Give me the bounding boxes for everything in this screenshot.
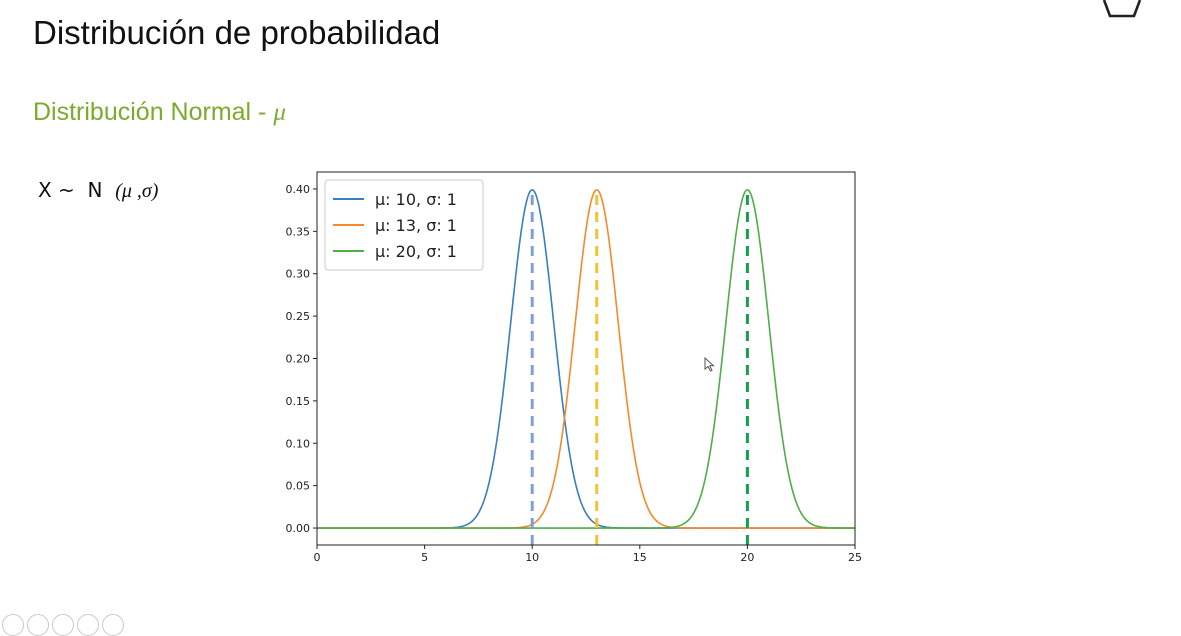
x-tick-label: 10 <box>525 551 539 564</box>
x-tick-label: 25 <box>848 551 862 564</box>
y-tick-label: 0.05 <box>286 480 311 493</box>
presentation-toolbar <box>2 614 124 636</box>
x-tick-label: 5 <box>421 551 428 564</box>
y-tick-label: 0.30 <box>286 268 311 281</box>
subtitle-mu-symbol: μ <box>273 99 286 126</box>
legend-label-3: μ: 20, σ: 1 <box>375 242 457 261</box>
legend-box <box>324 179 484 271</box>
legend-label-2: μ: 13, σ: 1 <box>375 216 457 235</box>
pointer-icon[interactable] <box>27 614 49 636</box>
slide-subtitle: Distribución Normal - μ <box>33 98 286 127</box>
distribution-formula: X ~ N (μ ,σ) <box>38 178 158 203</box>
slides-icon[interactable] <box>77 614 99 636</box>
y-tick-label: 0.20 <box>286 353 311 366</box>
legend-label-1: μ: 10, σ: 1 <box>375 190 457 209</box>
y-tick-label: 0.15 <box>286 395 311 408</box>
more-icon[interactable] <box>102 614 124 636</box>
y-tick-label: 0.00 <box>286 522 311 535</box>
subtitle-text: Distribución Normal - <box>33 98 274 126</box>
y-tick-label: 0.40 <box>286 183 311 196</box>
normal-distribution-chart: 0 5 10 15 20 25 0.00 0.05 0.10 0.15 0.20 0.25 0.30 0… <box>286 171 862 564</box>
x-tick-label: 20 <box>740 551 754 564</box>
y-tick-label: 0.25 <box>286 310 311 323</box>
series-line-3 <box>317 189 855 529</box>
formula-params: (μ ,σ) <box>115 180 159 202</box>
y-tick-label: 0.35 <box>286 225 311 238</box>
search-icon[interactable] <box>52 614 74 636</box>
x-tick-label: 0 <box>314 551 321 564</box>
formula-prefix: X ~ N <box>38 178 116 202</box>
x-tick-label: 15 <box>633 551 647 564</box>
mouse-cursor-icon <box>704 357 715 372</box>
y-tick-label: 0.10 <box>286 437 311 450</box>
hexagon-outline-icon <box>1102 0 1142 18</box>
pen-icon[interactable] <box>2 614 24 636</box>
slide-title: Distribución de probabilidad <box>33 14 441 51</box>
